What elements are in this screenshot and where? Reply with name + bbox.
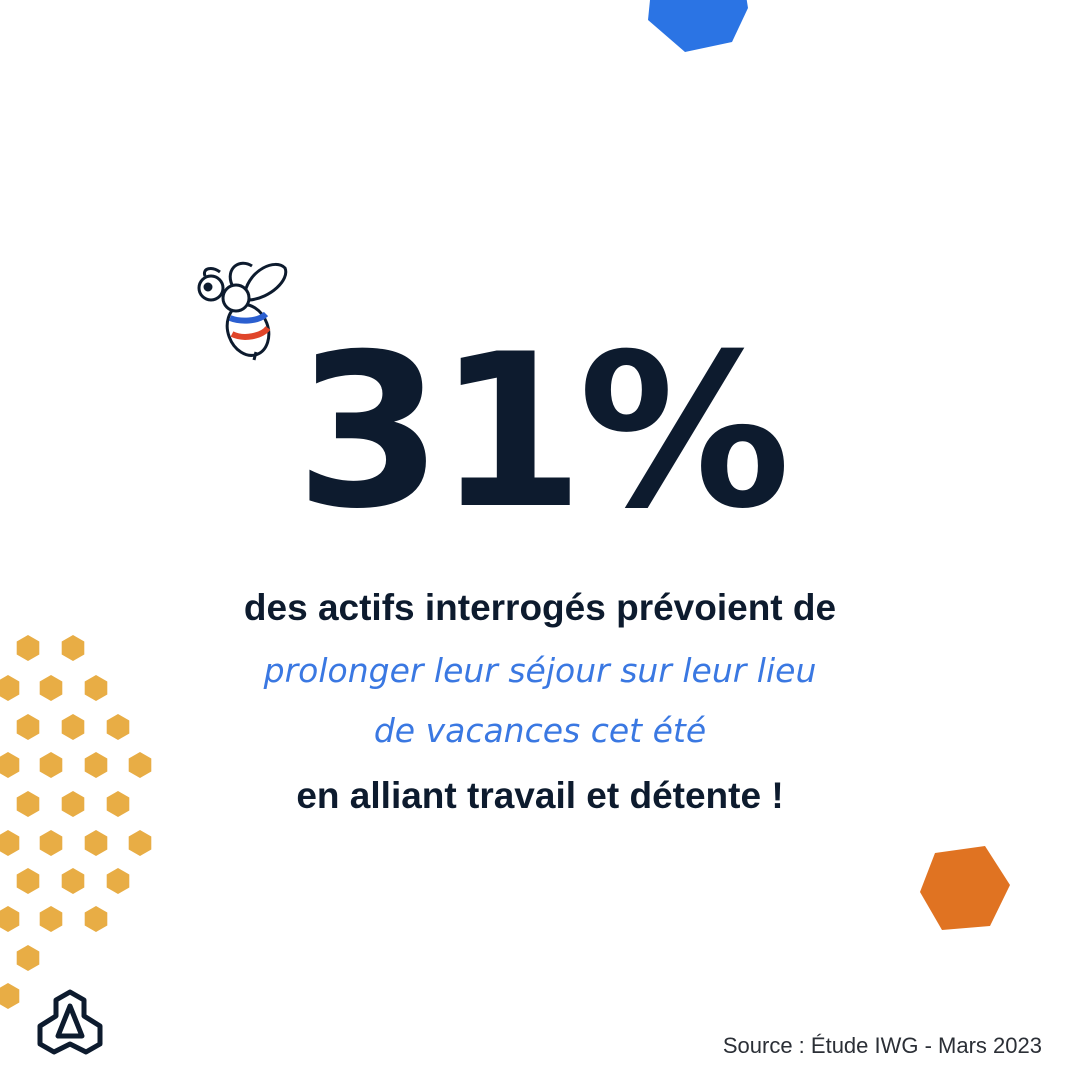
honeycomb-cell: [39, 752, 63, 778]
honeycomb-cell: [0, 906, 20, 932]
honeycomb-cell: [61, 791, 85, 817]
honeycomb-cell: [16, 791, 40, 817]
honeycomb-cell: [61, 714, 85, 740]
honeycomb-cell: [84, 906, 108, 932]
headline-figure: 31%: [295, 308, 784, 555]
honeycomb: [0, 635, 152, 1009]
logo: [37, 989, 103, 1055]
honeycomb-cell: [0, 983, 20, 1009]
blue-hexagon: [648, 0, 748, 52]
honeycomb-cell: [61, 868, 85, 894]
honeycomb-cell: [16, 714, 40, 740]
body-line-highlight: prolonger leur séjour sur leur lieu: [263, 651, 817, 690]
honeycomb-cell: [84, 830, 108, 856]
body-line: des actifs interrogés prévoient de: [244, 587, 836, 628]
honeycomb-cell: [16, 635, 40, 661]
honeycomb-cell: [0, 830, 20, 856]
honeycomb-cell: [84, 675, 108, 701]
honeycomb-cell: [128, 752, 152, 778]
honeycomb-cell: [0, 675, 20, 701]
honeycomb-cell: [16, 868, 40, 894]
bee-illustration: [197, 261, 288, 361]
source: Source : Étude IWG - Mars 2023: [723, 1033, 1042, 1058]
honeycomb-cell: [39, 830, 63, 856]
honeycomb-cell: [0, 752, 20, 778]
body-line-highlight: de vacances cet été: [374, 711, 706, 750]
honeycomb-cell: [106, 868, 130, 894]
honeycomb-cell: [61, 635, 85, 661]
orange-hexagon: [920, 846, 1010, 930]
honeycomb-cell: [16, 945, 40, 971]
honeycomb-cell: [84, 752, 108, 778]
honeycomb-cell: [128, 830, 152, 856]
honeycomb-cell: [39, 675, 63, 701]
body-line: en alliant travail et détente !: [296, 775, 783, 816]
honeycomb-cell: [106, 714, 130, 740]
honeycomb-cell: [39, 906, 63, 932]
honeycomb-cell: [106, 791, 130, 817]
